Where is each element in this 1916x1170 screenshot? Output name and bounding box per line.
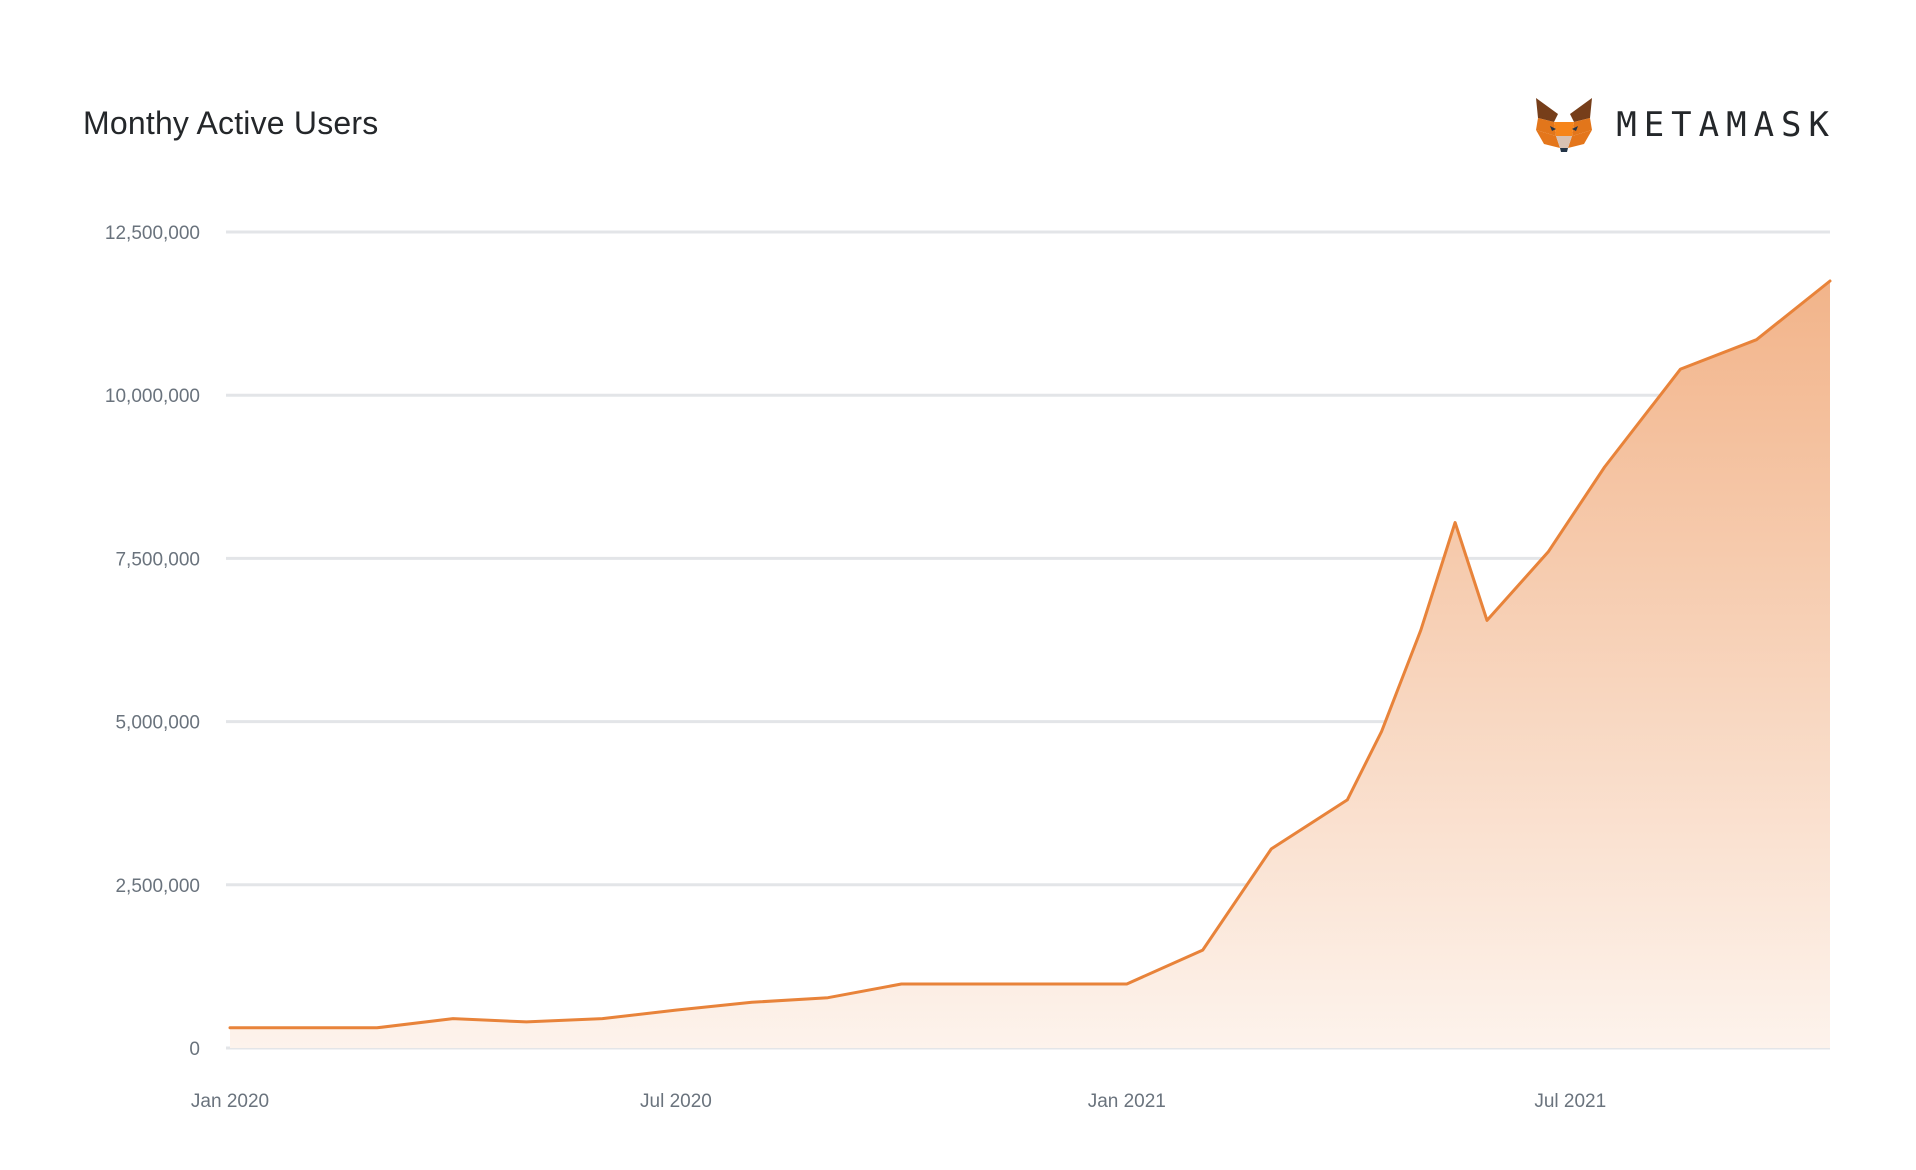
y-tick-label: 0 bbox=[189, 1039, 200, 1060]
x-tick-label: Jul 2021 bbox=[1534, 1091, 1606, 1112]
x-tick-label: Jan 2020 bbox=[191, 1091, 269, 1112]
y-tick-label: 5,000,000 bbox=[115, 713, 200, 734]
y-tick-label: 2,500,000 bbox=[115, 876, 200, 897]
area-fill-group bbox=[230, 281, 1830, 1048]
metamask-fox-icon bbox=[1536, 98, 1593, 152]
y-tick-label: 10,000,000 bbox=[105, 386, 200, 407]
chart-title: Monthy Active Users bbox=[83, 105, 379, 141]
series-line-group bbox=[228, 279, 1832, 1030]
brand-logo: METAMASK bbox=[1534, 96, 1836, 154]
x-tick-label: Jul 2020 bbox=[640, 1091, 712, 1112]
brand-wordmark: METAMASK bbox=[1616, 105, 1836, 145]
y-tick-label: 12,500,000 bbox=[105, 223, 200, 244]
series-line bbox=[228, 279, 1832, 1030]
y-tick-label: 7,500,000 bbox=[115, 549, 200, 570]
x-axis-ticks: Jan 2020 Jul 2020 Jan 2021 Jul 2021 bbox=[191, 1091, 1606, 1112]
y-axis-ticks: 0 2,500,000 5,000,000 7,500,000 10,000,000 12… bbox=[105, 223, 200, 1060]
x-tick-label: Jan 2021 bbox=[1088, 1091, 1166, 1112]
series-area bbox=[230, 281, 1830, 1048]
